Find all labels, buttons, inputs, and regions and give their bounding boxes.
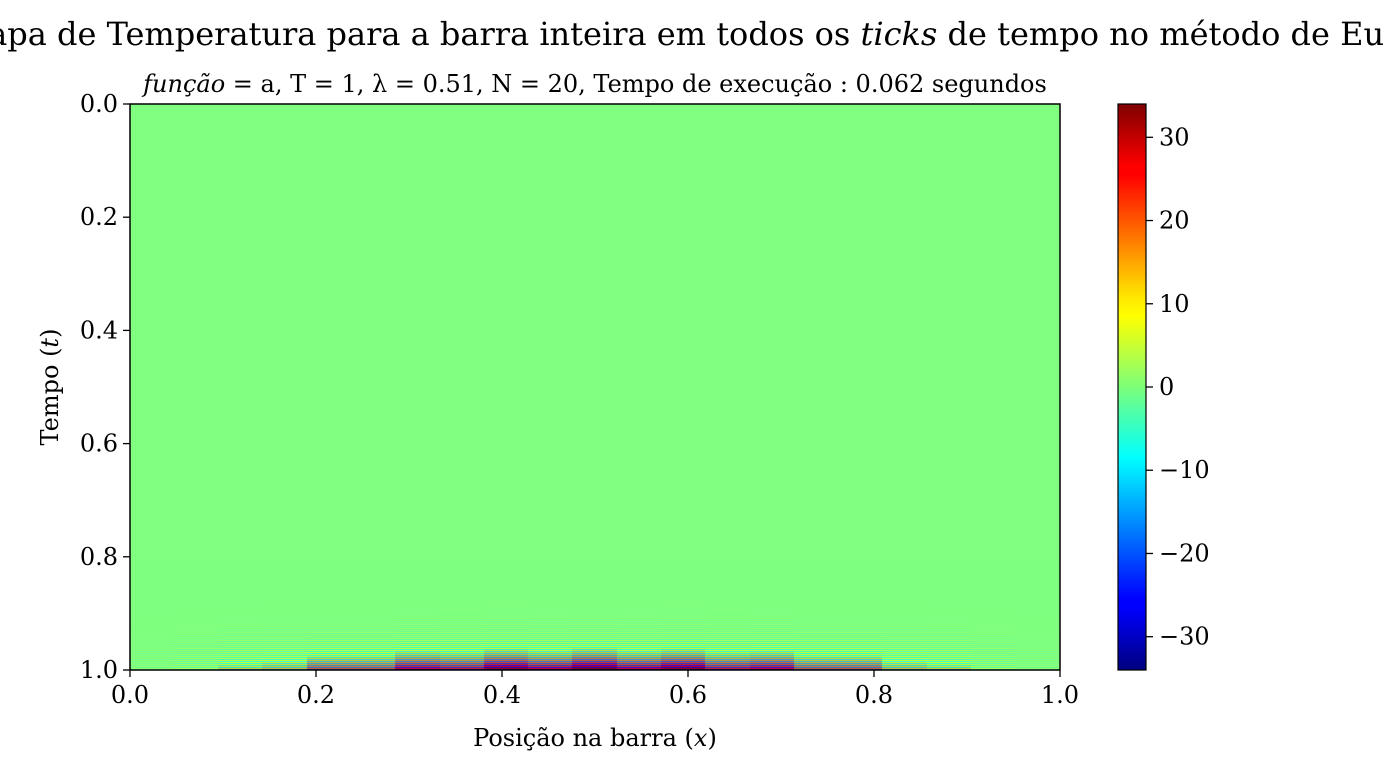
x-tick-label: 0.8 [855,681,893,709]
x-axis: 0.0 0.2 0.4 0.6 0.8 1.0 [111,670,1079,709]
x-tick-label: 0.4 [483,681,521,709]
heatmap [130,104,1060,670]
y-tick-label: 0.6 [80,430,118,458]
colorbar-tick-label: −10 [1159,456,1210,484]
colorbar-tick-label: −20 [1159,539,1210,567]
colorbar-tick-label: 30 [1159,123,1190,151]
y-tick-label: 0.4 [80,316,118,344]
heatmap-canvas [130,104,1060,670]
y-axis: 0.0 0.2 0.4 0.6 0.8 1.0 [80,90,130,684]
plot-frame [129,103,1061,671]
figure-title: Mapa de Temperatura para a barra inteira… [0,15,1384,53]
colorbar-tick-label: 0 [1159,373,1174,401]
y-tick-label: 0.8 [80,543,118,571]
colorbar-tick-label: 10 [1159,290,1190,318]
colorbar-axis: 30 20 10 0 −10 −20 −30 [1146,123,1210,651]
chart-subtitle: função = a, T = 1, λ = 0.51, N = 20, Tem… [141,70,1047,98]
y-tick-label: 0.0 [80,90,118,118]
x-tick-label: 0.6 [669,681,707,709]
x-axis-label: Posição na barra (x) [473,724,717,752]
y-tick-label: 0.2 [80,203,118,231]
x-tick-label: 0.2 [297,681,335,709]
colorbar-tick-label: −30 [1159,623,1210,651]
colorbar [1117,103,1147,671]
x-tick-label: 0.0 [111,681,149,709]
y-axis-label: Tempo (t) [36,329,64,446]
colorbar-tick-label: 20 [1159,207,1190,235]
x-tick-label: 1.0 [1041,681,1079,709]
y-tick-label: 1.0 [80,656,118,684]
